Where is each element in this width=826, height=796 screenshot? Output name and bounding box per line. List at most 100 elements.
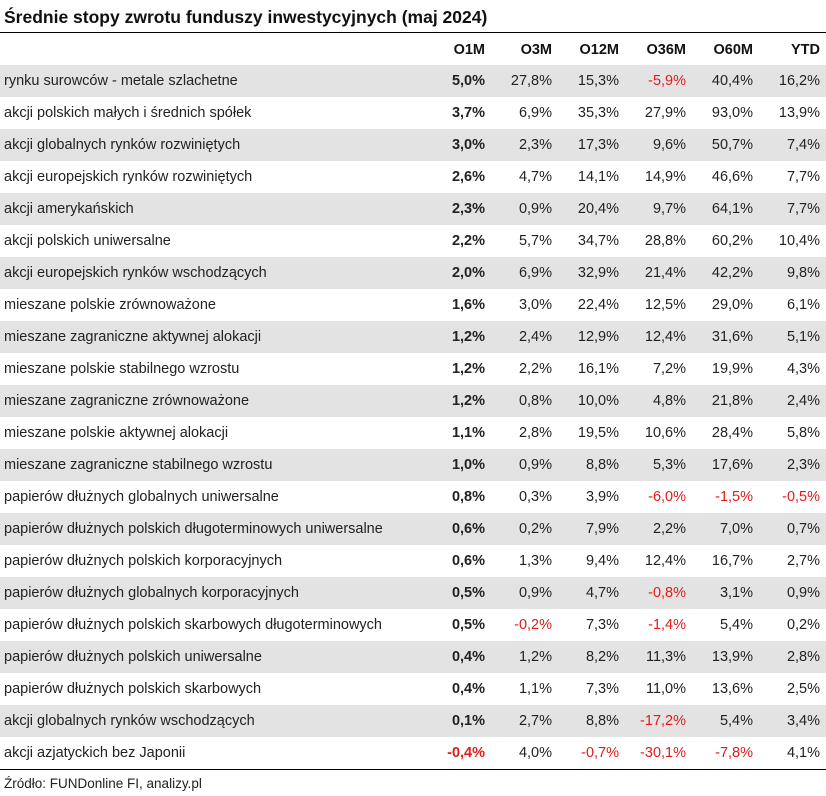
return-o1m-cell: 0,6% xyxy=(424,545,491,577)
return-o3m-cell: 6,9% xyxy=(491,257,558,289)
return-o12m-cell: 3,9% xyxy=(558,481,625,513)
return-o12m-cell: 20,4% xyxy=(558,193,625,225)
table-row: akcji polskich małych i średnich spółek 3… xyxy=(0,97,826,129)
return-o3m-cell: 0,2% xyxy=(491,513,558,545)
return-o12m-cell: 19,5% xyxy=(558,417,625,449)
return-o60m-cell: 50,7% xyxy=(692,129,759,161)
return-o1m-cell: 1,1% xyxy=(424,417,491,449)
return-o60m-cell: 13,6% xyxy=(692,673,759,705)
return-o36m-cell: -0,8% xyxy=(625,577,692,609)
table-row: akcji amerykańskich 2,3% 0,9% 20,4% 9,7% 64,1… xyxy=(0,193,826,225)
column-header-o3m: O3M xyxy=(520,41,552,58)
return-ytd-cell: 4,1% xyxy=(759,737,826,770)
fund-category-name: papierów dłużnych globalnych uniwersalne xyxy=(0,481,424,513)
table-row: papierów dłużnych polskich korporacyjnyc… xyxy=(0,545,826,577)
column-header-o1m: O1M xyxy=(453,41,485,58)
return-o1m-cell: 1,2% xyxy=(424,321,491,353)
return-o36m-cell: -5,9% xyxy=(625,65,692,97)
return-o36m-cell: 28,8% xyxy=(625,225,692,257)
fund-category-name: papierów dłużnych globalnych korporacyjn… xyxy=(0,577,424,609)
fund-category-name: papierów dłużnych polskich uniwersalne xyxy=(0,641,424,673)
return-o36m-cell: 11,3% xyxy=(625,641,692,673)
return-ytd-cell: 5,8% xyxy=(759,417,826,449)
fund-category-name: mieszane polskie stabilnego wzrostu xyxy=(0,353,424,385)
return-o12m-cell: 22,4% xyxy=(558,289,625,321)
returns-table: O1M O3M O12M O36M O60M YTD rynku surowcó… xyxy=(0,34,826,770)
table-row: mieszane zagraniczne aktywnej alokacji 1,… xyxy=(0,321,826,353)
fund-category-name: mieszane zagraniczne zrównoważone xyxy=(0,385,424,417)
return-o3m-cell: -0,2% xyxy=(491,609,558,641)
return-ytd-cell: 6,1% xyxy=(759,289,826,321)
return-o1m-cell: 2,2% xyxy=(424,225,491,257)
return-o1m-cell: 0,4% xyxy=(424,673,491,705)
fund-category-name: akcji europejskich rynków rozwiniętych xyxy=(0,161,424,193)
column-header-name xyxy=(0,34,424,65)
return-ytd-cell: 2,3% xyxy=(759,449,826,481)
table-row: mieszane polskie aktywnej alokacji 1,1% 2,… xyxy=(0,417,826,449)
title-divider xyxy=(0,32,826,33)
return-ytd-cell: 0,9% xyxy=(759,577,826,609)
fund-category-name: akcji azjatyckich bez Japonii xyxy=(0,737,424,770)
return-o12m-cell: 4,7% xyxy=(558,577,625,609)
return-ytd-cell: 0,2% xyxy=(759,609,826,641)
return-o36m-cell: 12,5% xyxy=(625,289,692,321)
table-row: mieszane polskie zrównoważone 1,6% 3,0% 22,… xyxy=(0,289,826,321)
return-o1m-cell: 1,6% xyxy=(424,289,491,321)
table-row: akcji azjatyckich bez Japonii -0,4% 4,0% -0… xyxy=(0,737,826,770)
source-note: Źródło: FUNDonline FI, analizy.pl xyxy=(4,776,202,791)
return-o12m-cell: 15,3% xyxy=(558,65,625,97)
fund-category-name: papierów dłużnych polskich korporacyjnyc… xyxy=(0,545,424,577)
return-o3m-cell: 2,8% xyxy=(491,417,558,449)
return-o36m-cell: 27,9% xyxy=(625,97,692,129)
return-o36m-cell: -30,1% xyxy=(625,737,692,770)
return-ytd-cell: 16,2% xyxy=(759,65,826,97)
column-header-o12m: O12M xyxy=(579,41,620,58)
return-ytd-cell: 2,4% xyxy=(759,385,826,417)
fund-category-name: mieszane zagraniczne aktywnej alokacji xyxy=(0,321,424,353)
table-row: akcji europejskich rynków rozwiniętych 2,… xyxy=(0,161,826,193)
return-o3m-cell: 27,8% xyxy=(491,65,558,97)
return-o1m-cell: -0,4% xyxy=(424,737,491,770)
return-o3m-cell: 0,9% xyxy=(491,449,558,481)
table-row: papierów dłużnych globalnych uniwersalne… xyxy=(0,481,826,513)
return-o3m-cell: 0,9% xyxy=(491,577,558,609)
column-header-o36m: O36M xyxy=(646,41,687,58)
fund-category-name: papierów dłużnych polskich skarbowych xyxy=(0,673,424,705)
return-o60m-cell: -1,5% xyxy=(692,481,759,513)
table-header-row: O1M O3M O12M O36M O60M YTD xyxy=(0,34,826,65)
return-o60m-cell: 5,4% xyxy=(692,705,759,737)
return-o3m-cell: 6,9% xyxy=(491,97,558,129)
return-o12m-cell: 7,3% xyxy=(558,609,625,641)
fund-category-name: akcji globalnych rynków rozwiniętych xyxy=(0,129,424,161)
table-row: akcji polskich uniwersalne 2,2% 5,7% 34,7% 2… xyxy=(0,225,826,257)
return-o3m-cell: 2,4% xyxy=(491,321,558,353)
return-o60m-cell: 21,8% xyxy=(692,385,759,417)
return-o3m-cell: 1,1% xyxy=(491,673,558,705)
return-o60m-cell: 46,6% xyxy=(692,161,759,193)
table-row: papierów dłużnych polskich długoterminow… xyxy=(0,513,826,545)
table-row: akcji globalnych rynków wschodzących 0,1%… xyxy=(0,705,826,737)
return-o12m-cell: 7,9% xyxy=(558,513,625,545)
return-ytd-cell: 2,8% xyxy=(759,641,826,673)
return-o3m-cell: 5,7% xyxy=(491,225,558,257)
return-o1m-cell: 2,0% xyxy=(424,257,491,289)
column-header-o60m: O60M xyxy=(713,41,754,58)
return-o3m-cell: 2,3% xyxy=(491,129,558,161)
return-o12m-cell: 16,1% xyxy=(558,353,625,385)
return-o1m-cell: 1,2% xyxy=(424,385,491,417)
return-o60m-cell: 40,4% xyxy=(692,65,759,97)
return-o36m-cell: 11,0% xyxy=(625,673,692,705)
return-o12m-cell: 10,0% xyxy=(558,385,625,417)
return-o60m-cell: 3,1% xyxy=(692,577,759,609)
return-o12m-cell: 17,3% xyxy=(558,129,625,161)
return-o3m-cell: 4,7% xyxy=(491,161,558,193)
return-o12m-cell: 9,4% xyxy=(558,545,625,577)
return-o36m-cell: 9,7% xyxy=(625,193,692,225)
return-o36m-cell: 4,8% xyxy=(625,385,692,417)
return-ytd-cell: 7,7% xyxy=(759,193,826,225)
return-o1m-cell: 3,7% xyxy=(424,97,491,129)
return-o3m-cell: 2,7% xyxy=(491,705,558,737)
return-o36m-cell: 12,4% xyxy=(625,321,692,353)
return-o12m-cell: 8,8% xyxy=(558,449,625,481)
table-row: akcji europejskich rynków wschodzących 2,… xyxy=(0,257,826,289)
